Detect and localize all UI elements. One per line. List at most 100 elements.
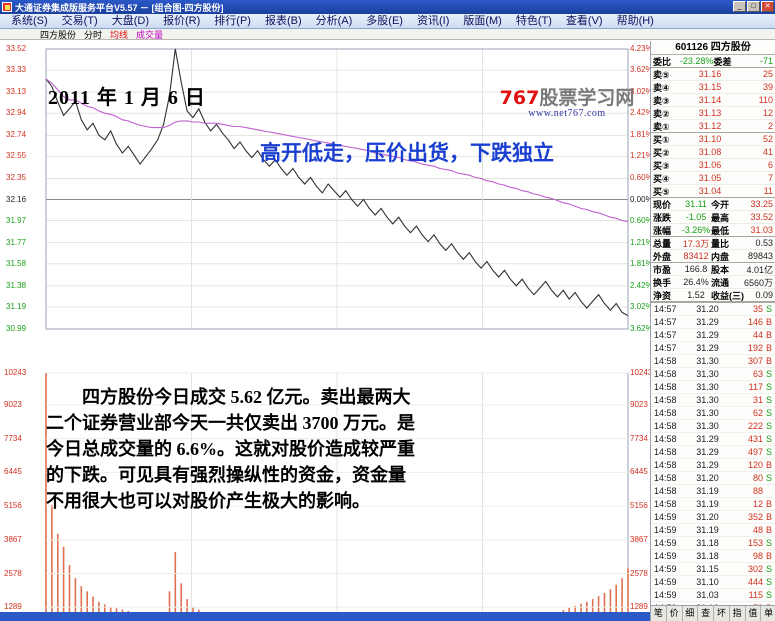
tick-direction: B (765, 356, 772, 366)
stat-value2: 0.53 (755, 238, 773, 248)
tick-volume: 352 (747, 512, 763, 522)
chart-area[interactable]: 33.52 4.23% 33.33 3.62% 33.13 3.02% 32.94 2.42%… (0, 41, 650, 621)
footer-button-2[interactable]: 细 (683, 606, 699, 621)
stat-row-1: 涨跌 -1.05 最高 33.52 (651, 211, 775, 224)
label: 买② (653, 147, 670, 158)
tick-price: 31.20 (696, 473, 719, 483)
stat-row-2: 涨幅 -3.26% 最低 31.03 (651, 224, 775, 237)
footer-button-0[interactable]: 笔 (651, 606, 667, 621)
price: 31.06 (698, 160, 722, 170)
tick-row[interactable]: 14:57 31.29 44 B (651, 329, 775, 342)
footer-button-4[interactable]: 坏 (714, 606, 730, 621)
tick-row[interactable]: 14:58 31.29 497 S (651, 446, 775, 459)
tick-row[interactable]: 14:59 31.19 48 B (651, 524, 775, 537)
annotation-line-0: 四方股份今日成交 5.62 亿元。卖出最两大 (82, 387, 411, 407)
volume-axis-label-0: 10243 (4, 368, 27, 377)
footer-button-6[interactable]: 值 (746, 606, 762, 621)
ask-row-2: 卖③ 31.14 110 (651, 94, 775, 107)
stat-label2: 今开 (711, 199, 730, 210)
trade-tick-list[interactable]: 14:57 31.20 35 S 14:57 31.29 146 B 14:57 31.29 44 B… (651, 302, 775, 621)
menu-item-6[interactable]: 分析(A) (315, 15, 353, 27)
menu-item-2[interactable]: 大盘(D) (111, 15, 149, 27)
volume-axis-label-1: 9023 (4, 399, 22, 409)
quote-footer-buttons: 笔价细查坏指值单 (651, 605, 775, 621)
volume-axis-label-2: 7734 (4, 433, 22, 443)
minimize-button[interactable]: _ (733, 1, 746, 12)
tick-row[interactable]: 14:58 31.30 63 S (651, 368, 775, 381)
tick-price: 31.30 (696, 421, 719, 431)
menu-item-4[interactable]: 排行(P) (214, 15, 251, 27)
tick-row[interactable]: 14:58 31.19 88 (651, 485, 775, 498)
tick-row[interactable]: 14:59 31.18 98 B (651, 550, 775, 563)
price: 31.04 (698, 186, 722, 196)
stat-value: 26.4% (683, 277, 709, 287)
tick-time: 14:59 (654, 525, 677, 535)
toolbar-item-2[interactable]: 均线 (110, 29, 129, 40)
footer-button-5[interactable]: 指 (730, 606, 746, 621)
tick-direction: B (765, 317, 772, 327)
tick-volume: 80 (752, 473, 763, 483)
tick-row[interactable]: 14:57 31.29 192 B (651, 342, 775, 355)
tick-row[interactable]: 14:58 31.19 12 B (651, 498, 775, 511)
price-axis-label-13: 30.99 (6, 324, 27, 333)
stat-value: 17.3万 (682, 238, 710, 249)
footer-button-3[interactable]: 查 (698, 606, 714, 621)
tick-row[interactable]: 14:58 31.29 120 B (651, 459, 775, 472)
tick-volume: 31 (752, 395, 763, 405)
volume-axis-label-right-1: 9023 (630, 399, 648, 409)
tick-time: 14:57 (654, 304, 677, 314)
tick-row[interactable]: 14:57 31.20 35 S (651, 303, 775, 316)
tick-row[interactable]: 14:58 31.20 80 S (651, 472, 775, 485)
volume-axis-label-right-3: 6445 (630, 467, 648, 477)
tick-volume: 44 (752, 330, 763, 340)
volume-axis-label-7: 1289 (4, 602, 22, 612)
committee-ratio-row: 委比 -23.28% 委差 -71 (651, 55, 775, 68)
tick-row[interactable]: 14:57 31.29 146 B (651, 316, 775, 329)
volume: 6 (767, 160, 773, 170)
menu-item-8[interactable]: 资讯(I) (416, 15, 450, 27)
title-bar: 大通证券集成版服务平台V5.57 － [组合图-四方股份] _ □ ✕ (0, 0, 775, 14)
tick-row[interactable]: 14:58 31.30 62 S (651, 407, 775, 420)
tick-price: 31.10 (696, 577, 719, 587)
menu-item-5[interactable]: 报表(B) (264, 15, 302, 27)
menu-item-3[interactable]: 报价(R) (163, 15, 201, 27)
tick-row[interactable]: 14:59 31.18 153 S (651, 537, 775, 550)
menu-item-10[interactable]: 特色(T) (515, 15, 552, 27)
tick-row[interactable]: 14:59 31.10 444 S (651, 576, 775, 589)
stat-value2: 33.25 (750, 199, 773, 209)
footer-button-7[interactable]: 单 (764, 608, 774, 618)
tick-row[interactable]: 14:58 31.29 431 S (651, 433, 775, 446)
price-axis-label-2: 33.13 (6, 87, 27, 97)
menu-item-7[interactable]: 多股(E) (366, 15, 403, 27)
menu-item-11[interactable]: 查看(V) (565, 15, 603, 27)
tick-price: 31.19 (696, 499, 719, 509)
tick-price: 31.30 (696, 382, 719, 392)
menu-item-12[interactable]: 帮助(H) (616, 15, 654, 27)
price: 31.05 (698, 173, 722, 183)
tick-row[interactable]: 14:58 31.30 31 S (651, 394, 775, 407)
menu-item-9[interactable]: 版面(M) (463, 15, 502, 27)
tick-direction: B (765, 512, 772, 522)
footer-button-1[interactable]: 价 (667, 606, 683, 621)
tick-row[interactable]: 14:58 31.30 117 S (651, 381, 775, 394)
menu-item-0[interactable]: 系统(S) (11, 15, 48, 27)
tick-row[interactable]: 14:58 31.30 307 B (651, 355, 775, 368)
tick-row[interactable]: 14:59 31.20 352 B (651, 511, 775, 524)
annotation-line-2: 今日总成交量的 6.6%。这就对股价造成较严重 (46, 439, 415, 459)
stat-label2: 量比 (711, 238, 730, 249)
price: 31.08 (698, 147, 722, 157)
tick-direction: B (765, 460, 772, 470)
maximize-button[interactable]: □ (747, 1, 760, 12)
stat-row-7: 浄资 1.52 收益(三) 0.09 (651, 289, 775, 302)
tick-row[interactable]: 14:58 31.30 222 S (651, 420, 775, 433)
toolbar-item-0[interactable]: 四方股份 (40, 29, 77, 40)
stat-label: 市盈 (653, 264, 672, 275)
toolbar-item-1[interactable]: 分时 (84, 29, 103, 40)
tick-row[interactable]: 14:59 31.03 115 S (651, 589, 775, 602)
close-button[interactable]: ✕ (761, 1, 774, 12)
toolbar-item-3[interactable]: 成交量 (136, 29, 164, 40)
tick-row[interactable]: 14:59 31.15 302 S (651, 563, 775, 576)
tick-price: 31.29 (696, 317, 719, 327)
menu-item-1[interactable]: 交易(T) (61, 15, 98, 27)
tick-volume: 62 (752, 408, 763, 418)
